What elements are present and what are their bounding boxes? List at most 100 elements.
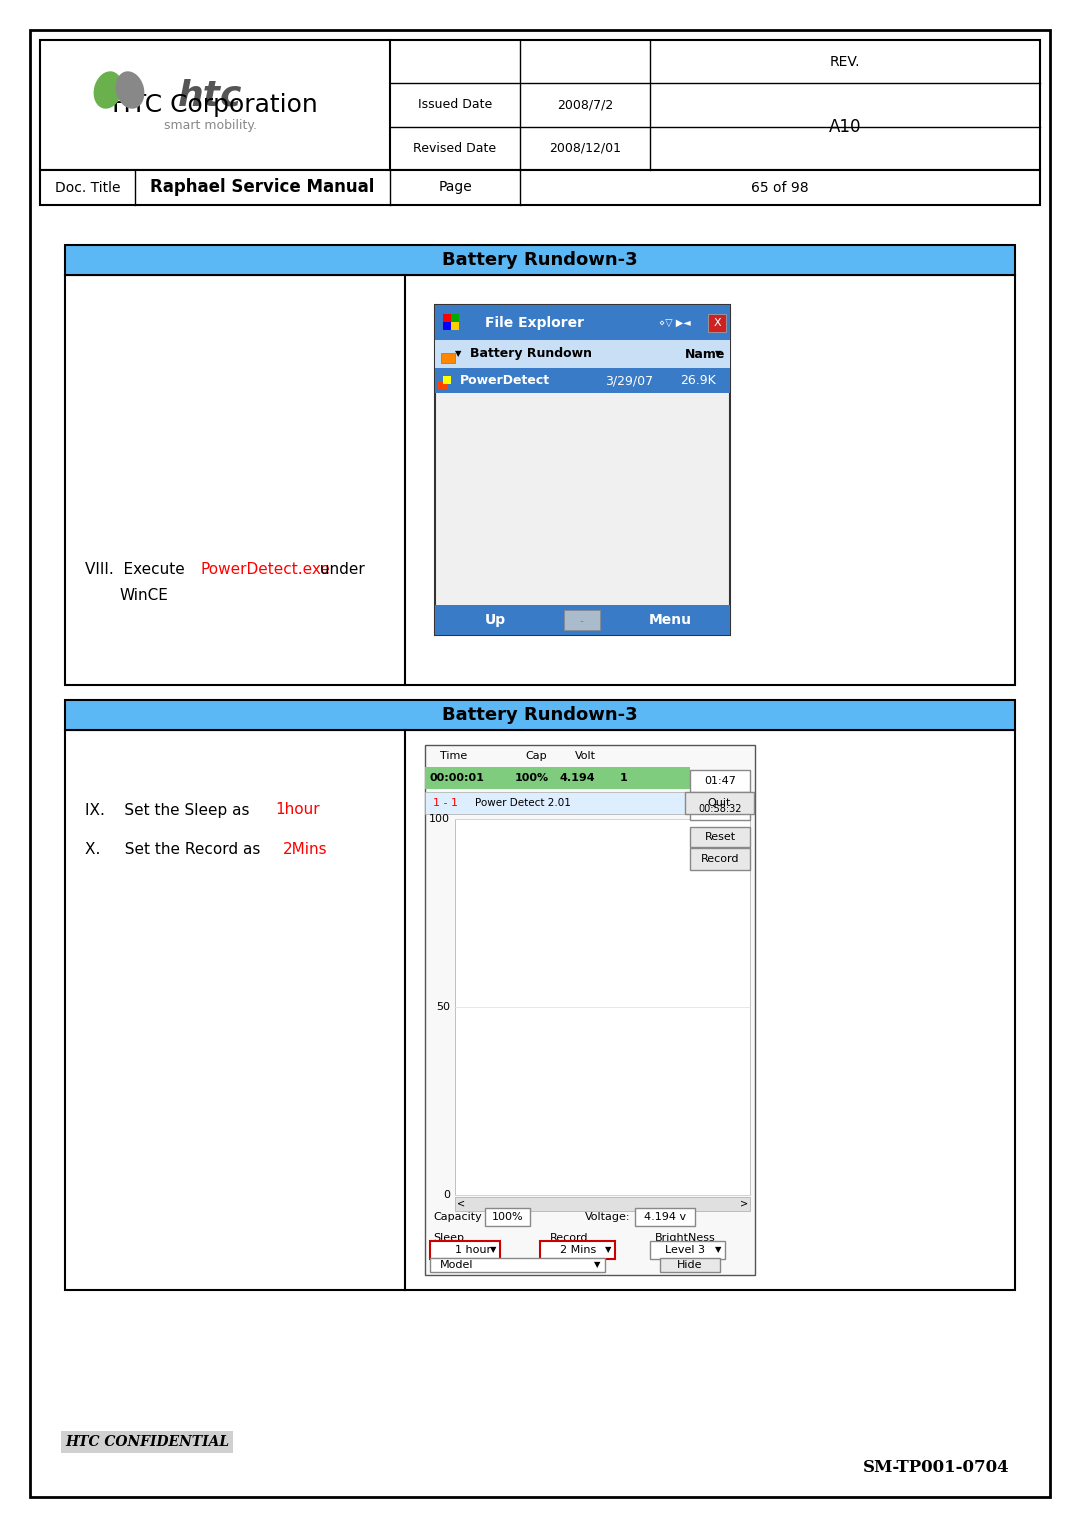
Bar	[690, 828, 750, 847]
Text: 4.194: 4.194	[561, 773, 596, 783]
Text: HTC Corporation: HTC Corporation	[112, 93, 318, 118]
Text: Battery Rundown: Battery Rundown	[470, 348, 592, 360]
Text: Time: Time	[440, 751, 468, 760]
Text: 1hour: 1hour	[275, 803, 320, 817]
Text: Issued Date: Issued Date	[418, 99, 492, 111]
Text: HTC CONFIDENTIAL: HTC CONFIDENTIAL	[65, 1435, 229, 1449]
Text: 1: 1	[620, 773, 627, 783]
Text: WinCE: WinCE	[120, 588, 168, 603]
Text: Level 3: Level 3	[665, 1245, 705, 1255]
Text: ▼: ▼	[715, 350, 721, 359]
Text: 00:00:01: 00:00:01	[430, 773, 485, 783]
Bar	[443, 322, 451, 330]
Bar	[40, 169, 1040, 205]
Bar	[443, 376, 451, 383]
Bar	[485, 1208, 530, 1226]
Text: SM-TP001-0704: SM-TP001-0704	[863, 1458, 1010, 1475]
Text: ..: ..	[579, 615, 584, 625]
Bar	[455, 1197, 750, 1211]
Text: 2008/7/2: 2008/7/2	[557, 99, 613, 111]
Text: ⋄▽ ▶◄: ⋄▽ ▶◄	[659, 318, 691, 327]
Text: Menu: Menu	[648, 612, 691, 628]
Text: PowerDetect: PowerDetect	[460, 374, 550, 386]
Text: <: <	[457, 1199, 465, 1209]
Bar	[430, 1241, 500, 1258]
Bar	[690, 799, 750, 820]
Text: Doc. Title: Doc. Title	[55, 180, 120, 194]
Bar	[635, 1208, 696, 1226]
Text: A10: A10	[828, 118, 861, 136]
Text: >: >	[740, 1199, 748, 1209]
Text: Battery Rundown-3: Battery Rundown-3	[442, 705, 638, 724]
Text: Record: Record	[701, 854, 739, 864]
Text: ▼: ▼	[605, 1246, 611, 1255]
Text: smart mobility.: smart mobility.	[163, 119, 257, 131]
Bar	[443, 315, 451, 322]
Text: 3/29/07: 3/29/07	[605, 374, 653, 386]
Text: BrightNess: BrightNess	[654, 1232, 716, 1243]
Ellipse shape	[116, 72, 145, 108]
Text: 2008/12/01: 2008/12/01	[549, 142, 621, 154]
Bar	[690, 847, 750, 870]
Bar	[426, 793, 685, 814]
Text: 1 - 1: 1 - 1	[433, 799, 458, 808]
Text: ▼: ▼	[715, 1246, 721, 1255]
Bar	[660, 1258, 720, 1272]
Text: htc: htc	[178, 78, 242, 111]
Ellipse shape	[94, 72, 122, 108]
Bar	[435, 305, 730, 635]
Text: ▼: ▼	[455, 350, 461, 359]
Text: 01:47: 01:47	[704, 776, 735, 786]
Bar	[65, 275, 1015, 686]
Bar	[65, 699, 1015, 730]
Text: Quit: Quit	[707, 799, 731, 808]
Text: PowerDetect.exe: PowerDetect.exe	[200, 562, 329, 577]
Text: 26.9K: 26.9K	[680, 374, 716, 386]
Text: Up: Up	[485, 612, 505, 628]
Text: Power Detect 2.01: Power Detect 2.01	[475, 799, 571, 808]
Text: Cap: Cap	[525, 751, 546, 760]
Text: 100%: 100%	[492, 1212, 524, 1222]
Bar	[435, 605, 730, 635]
Text: X.     Set the Record as: X. Set the Record as	[85, 843, 266, 858]
Text: 0: 0	[443, 1190, 450, 1200]
Bar	[564, 609, 600, 631]
Text: Record: Record	[550, 1232, 589, 1243]
Text: X: X	[713, 318, 720, 328]
Bar	[451, 322, 459, 330]
Bar	[685, 793, 754, 814]
Text: 100%: 100%	[515, 773, 549, 783]
Text: Name: Name	[685, 348, 726, 360]
Bar	[540, 1241, 615, 1258]
Bar	[430, 1258, 605, 1272]
Bar	[451, 315, 459, 322]
Text: 1 hour: 1 hour	[455, 1245, 491, 1255]
Text: Revised Date: Revised Date	[414, 142, 497, 154]
Text: ▼: ▼	[594, 1260, 600, 1269]
Text: 4.194 v: 4.194 v	[644, 1212, 686, 1222]
Text: Capacity: Capacity	[433, 1212, 482, 1222]
Bar	[435, 341, 730, 368]
Text: 50: 50	[436, 1002, 450, 1012]
Bar	[441, 353, 455, 363]
Bar	[426, 767, 690, 789]
Bar	[690, 770, 750, 793]
Text: Volt: Volt	[575, 751, 596, 760]
Bar	[65, 244, 1015, 275]
Bar	[438, 382, 448, 389]
Bar	[435, 368, 730, 392]
Text: IX.    Set the Sleep as: IX. Set the Sleep as	[85, 803, 255, 817]
Bar	[455, 818, 750, 1196]
Text: Reset: Reset	[704, 832, 735, 841]
Bar	[40, 40, 1040, 169]
Text: VIII.  Execute: VIII. Execute	[85, 562, 190, 577]
Text: under: under	[315, 562, 365, 577]
Bar	[708, 315, 726, 331]
Bar	[426, 745, 755, 1275]
Text: Page: Page	[438, 180, 472, 194]
Text: Model: Model	[440, 1260, 473, 1270]
Bar	[435, 305, 730, 341]
Text: Sleep: Sleep	[433, 1232, 464, 1243]
Text: Raphael Service Manual: Raphael Service Manual	[150, 179, 375, 197]
Text: Battery Rundown-3: Battery Rundown-3	[442, 250, 638, 269]
